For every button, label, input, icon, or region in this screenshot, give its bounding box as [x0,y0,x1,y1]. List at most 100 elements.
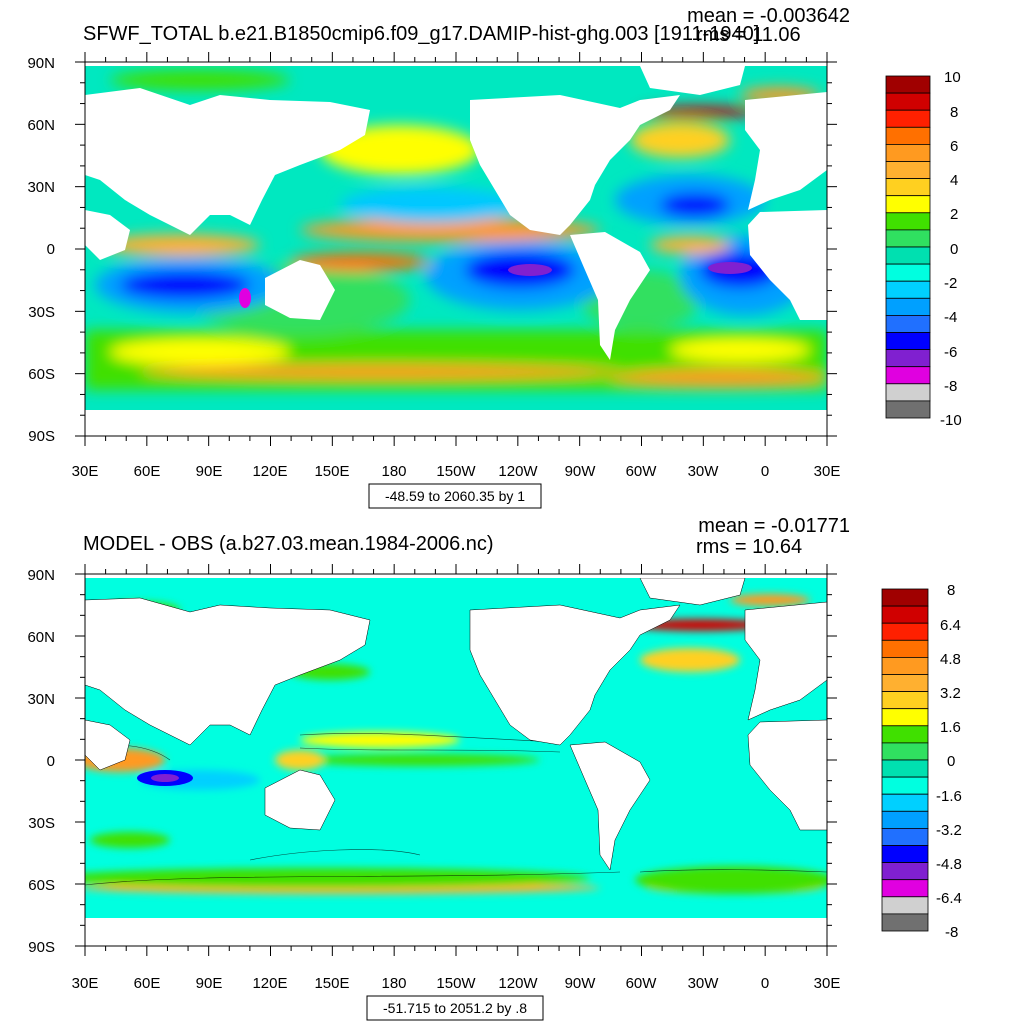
colorbar-label: 6 [950,138,958,155]
colorbar-label: -2 [944,275,957,292]
colorbar-swatch [881,691,929,710]
colorbar-label: -8 [945,924,958,941]
y-tick-labels: 90N 60N 30N 0 30S 60S 90S [27,567,55,956]
colorbar-label: 4 [950,172,958,189]
colorbar-swatch [881,622,929,641]
colorbar-swatch [881,674,929,693]
x-tick-label: 0 [761,463,769,480]
x-tick-label: 90E [196,463,223,480]
x-tick-label: 90E [196,975,223,992]
colorbar-label: 6.4 [940,617,961,634]
y-tick-label: 0 [47,241,55,258]
colorbar-swatch [881,725,929,744]
colorbar-swatch [885,263,931,282]
y-tick-label: 90N [27,55,55,72]
colorbar [881,588,929,932]
colorbar-label: -6 [944,344,957,361]
colorbar-swatch [881,776,929,795]
colorbar-swatch [885,178,931,197]
y-tick-label: 0 [47,753,55,770]
colorbar-swatch [881,896,929,915]
range-label-box: -51.715 to 2051.2 by .8 [366,995,544,1021]
colorbar-label: -10 [940,412,962,429]
colorbar-swatch [885,161,931,180]
y-tick-label: 90S [28,428,55,445]
colorbar-swatch [881,742,929,761]
x-tick-label: 180 [381,463,406,480]
y-tick-label: 90N [27,567,55,584]
y-tick-label: 30N [27,691,55,708]
x-tick-label: 30E [72,463,99,480]
colorbar-label: 1.6 [940,719,961,736]
x-tick-label: 60W [626,975,658,992]
colorbar-label: -3.2 [936,822,962,839]
colorbar-swatch [885,383,931,402]
colorbar-swatch [885,92,931,111]
colorbar-label: 0 [950,241,958,258]
x-tick-label: 120E [252,463,287,480]
colorbar-swatch [885,143,931,162]
colorbar-label: 10 [944,69,961,86]
x-tick-labels: 30E 60E 90E 120E 150E 180 150W 120W 90W … [72,463,841,480]
colorbar-label: -4.8 [936,856,962,873]
colorbar-swatch [881,639,929,658]
colorbar-label: 2 [950,206,958,223]
range-label: -48.59 to 2060.35 by 1 [385,488,525,504]
x-tick-label: 30E [72,975,99,992]
x-tick-label: 120W [498,975,538,992]
colorbar-labels: 10 8 6 4 2 0 -2 -4 -6 -8 -10 [940,69,962,429]
x-tick-label: 60E [134,463,161,480]
colorbar-swatch [885,109,931,128]
colorbar-swatch [885,366,931,385]
colorbar-swatch [881,828,929,846]
colorbar-swatch [881,759,929,778]
y-tick-label: 90S [28,939,55,956]
x-tick-labels: 30E 60E 90E 120E 150E 180 150W 120W 90W … [72,975,841,992]
colorbar-label: -1.6 [936,788,962,805]
colorbar-swatch [881,913,929,932]
x-tick-label: 60E [134,975,161,992]
colorbar-swatch [881,657,929,675]
x-tick-label: 180 [381,975,406,992]
map-field [85,574,827,946]
colorbar-swatch [881,862,929,881]
map-field [85,62,827,436]
colorbar-swatch [885,314,931,333]
mean-label: mean = -0.003642 [687,5,850,27]
colorbar-swatch [881,588,929,607]
colorbar-swatch [885,332,931,351]
colorbar-swatch [881,845,929,864]
x-tick-label: 30E [814,975,841,992]
plot-title: SFWF_TOTAL b.e21.B1850cmip6.f09_g17.DAMI… [83,23,759,45]
x-tick-label: 30E [814,463,841,480]
colorbar-swatch [881,810,929,829]
colorbar-swatch [885,212,931,231]
colorbar-labels: 8 6.4 4.8 3.2 1.6 0 -1.6 -3.2 -4.8 -6.4 … [936,582,962,941]
panel-bottom: MODEL - OBS (a.b27.03.mean.1984-2006.nc)… [27,515,962,1021]
x-tick-label: 90W [565,463,597,480]
x-tick-label: 60W [626,463,658,480]
x-tick-label: 30W [688,975,720,992]
colorbar-label: 4.8 [940,651,961,668]
colorbar-swatch [885,297,931,316]
colorbar [885,75,931,419]
x-tick-label: 120E [252,975,287,992]
colorbar-swatch [881,708,929,727]
colorbar-swatch [885,195,931,214]
y-tick-label: 30S [28,815,55,832]
range-label-box: -48.59 to 2060.35 by 1 [368,483,542,509]
plot-title: MODEL - OBS (a.b27.03.mean.1984-2006.nc) [83,533,494,555]
y-tick-label: 30S [28,304,55,321]
colorbar-label: -6.4 [936,890,962,907]
colorbar-label: 0 [947,753,955,770]
colorbar-swatch [881,605,929,624]
x-tick-label: 30W [688,463,720,480]
y-tick-label: 30N [27,179,55,196]
y-tick-label: 60S [28,877,55,894]
colorbar-swatch [885,280,931,299]
x-tick-label: 150W [436,463,476,480]
x-tick-label: 150E [314,463,349,480]
y-tick-label: 60N [27,117,55,134]
x-tick-label: 150W [436,975,476,992]
